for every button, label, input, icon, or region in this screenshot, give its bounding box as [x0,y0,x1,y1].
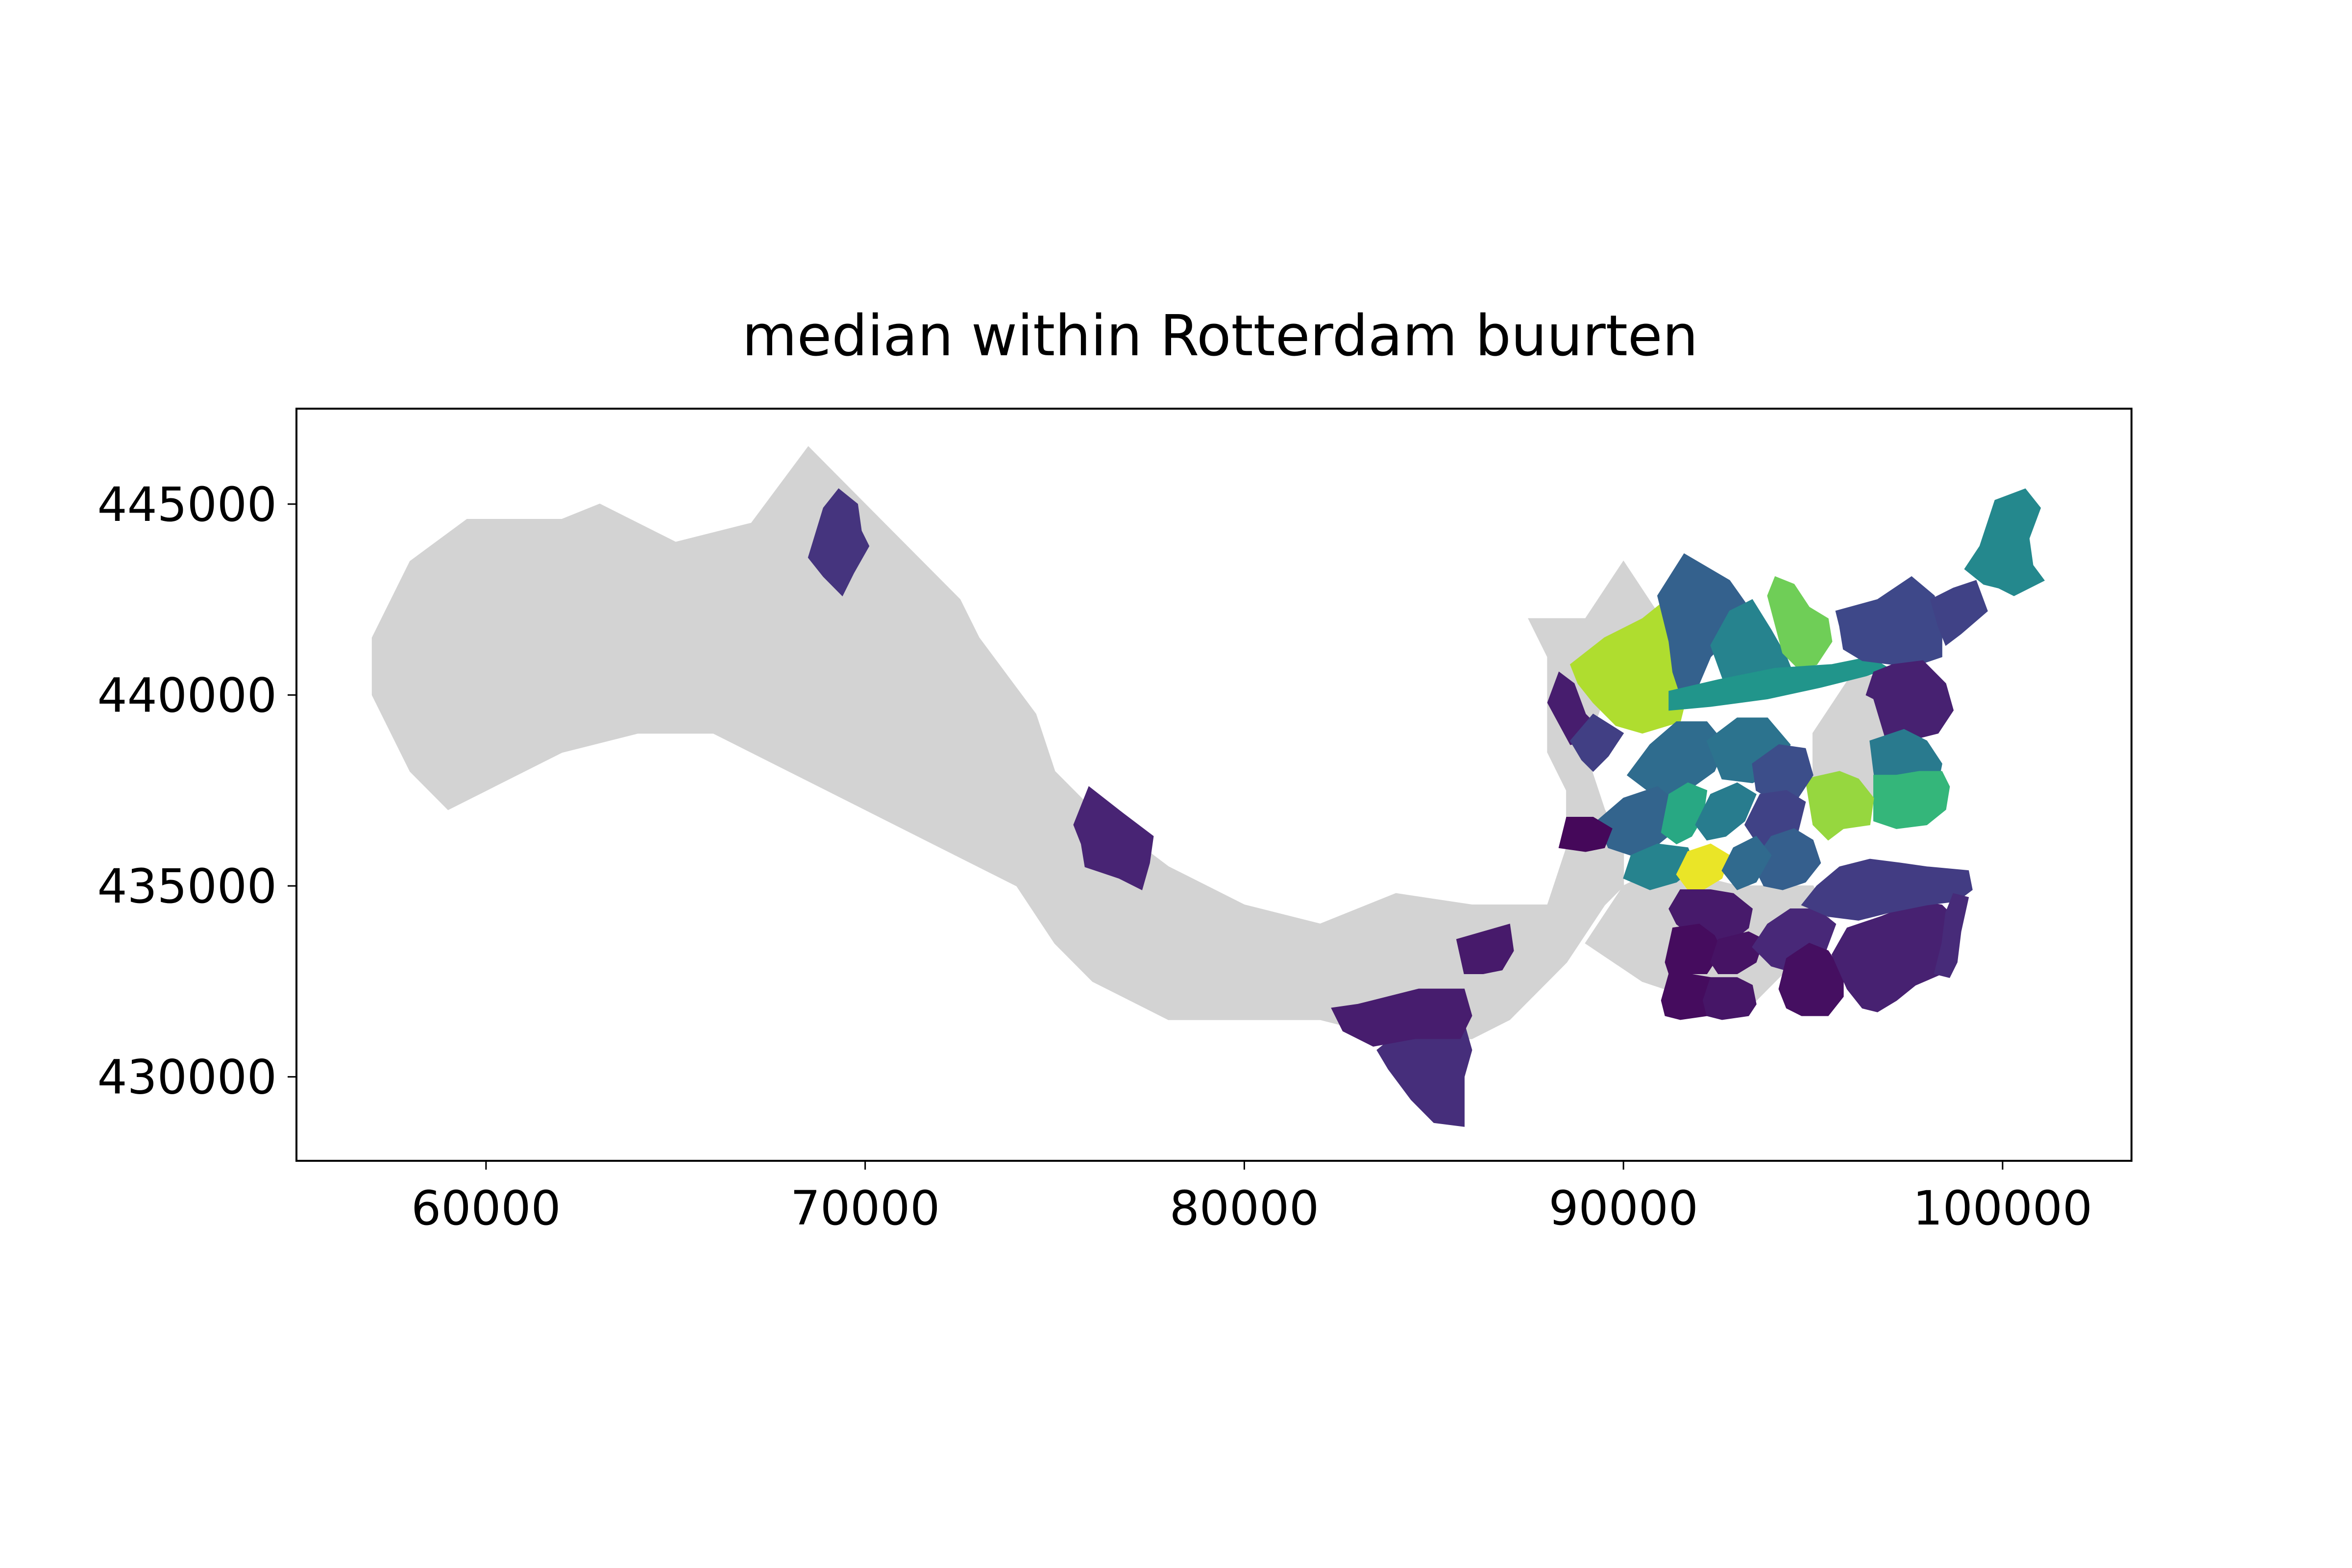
y-tick-label: 445000 [98,477,277,532]
buurt-region-south-navy-3 [1801,858,1973,921]
x-tick-label: 80000 [1170,1181,1319,1236]
buurt-region-center-green [1661,782,1708,845]
map-layer [371,446,2045,1127]
buurt-region-north-west-tower [1569,713,1624,772]
buurt-region-far-south-1 [1661,973,1711,1020]
buurt-region-south-3 [1456,923,1514,974]
buurt-region-teal-north [1657,553,1749,708]
buurt-region-center-blue-5 [1721,835,1772,890]
x-axis: 60000 70000 80000 90000 100000 [411,1161,2092,1236]
y-tick-label: 430000 [98,1050,277,1105]
no-data-region-west-port-area [371,446,1662,1039]
buurt-region-teal-ne [1964,488,2045,596]
x-tick-label: 90000 [1548,1181,1698,1236]
buurt-region-green-north [1767,576,1833,669]
x-tick-label: 70000 [790,1181,940,1236]
x-tick-label: 60000 [411,1181,561,1236]
plot-frame [295,408,2132,1162]
buurt-region-center-teal-2 [1695,782,1757,841]
chart-title: median within Rotterdam buurten [742,303,1698,369]
buurt-region-yellow-east [1805,771,1874,841]
buurt-region-navy-east [1835,576,1942,665]
buurt-region-north-port [808,488,870,597]
buurt-region-west-dark [1558,816,1613,852]
y-axis: 430000 435000 440000 445000 [98,477,296,1105]
buurt-region-south-dark-3 [1778,943,1844,1016]
buurt-region-center-blue-4 [1752,828,1821,890]
y-tick-label: 440000 [98,668,277,723]
buurt-region-navy-east-2 [1930,580,1988,646]
x-tick-label: 100000 [1913,1181,2092,1236]
buurt-region-center-navy [1752,744,1813,803]
buurt-region-west-south [1073,786,1154,890]
buurt-region-green-east [1873,771,1950,829]
buurt-region-purple-east [1865,660,1954,741]
y-tick-label: 435000 [98,859,277,914]
buurt-region-south-purple-2 [1934,893,1969,978]
buurt-region-south-2 [1331,988,1472,1047]
buurt-region-far-south-2 [1702,977,1757,1020]
